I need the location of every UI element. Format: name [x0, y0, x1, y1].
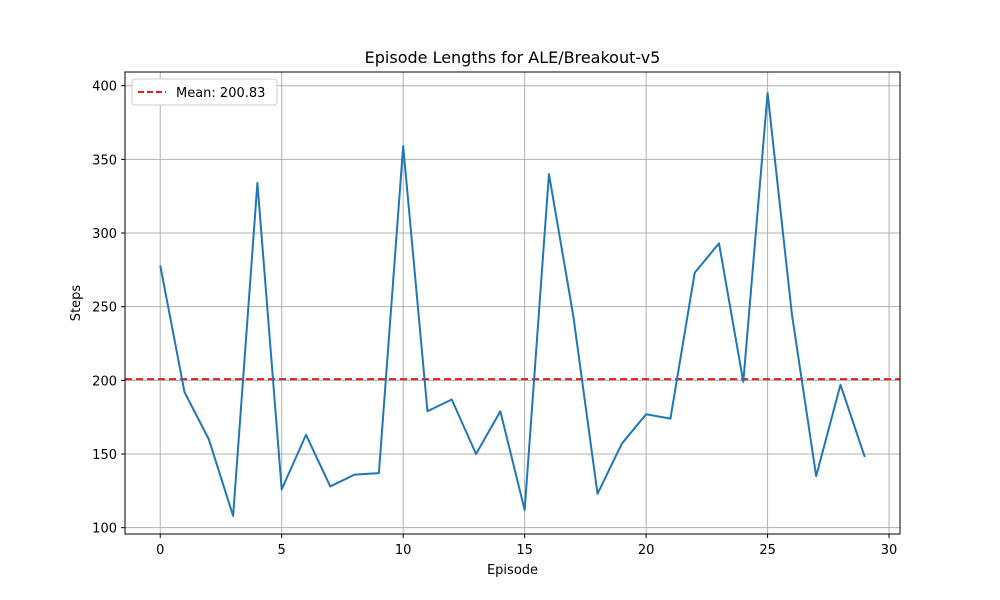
y-tick-label: 400: [92, 80, 117, 95]
x-tick-label: 15: [516, 543, 533, 558]
y-tick-label: 300: [92, 227, 117, 242]
y-tick-label: 200: [92, 374, 117, 389]
x-tick-label: 25: [759, 543, 776, 558]
y-axis-label: Steps: [69, 285, 84, 322]
x-tick-label: 5: [278, 543, 286, 558]
legend-box: [131, 78, 278, 106]
x-axis-label: Episode: [487, 563, 538, 578]
legend-label-mean: Mean: 200.83: [176, 86, 265, 101]
y-axis-ticks: 100 150 200 250 300 350 400: [92, 80, 125, 537]
x-axis-ticks: 0 5 10 15 20 25 30: [156, 534, 897, 558]
legend: Mean: 200.83: [131, 78, 278, 106]
x-tick-label: 10: [395, 543, 412, 558]
series-line-episode-steps: [159, 92, 866, 517]
x-tick-label: 0: [156, 543, 164, 558]
plot-frame: [124, 71, 901, 535]
y-tick-label: 100: [92, 522, 117, 537]
series-layer: [159, 92, 866, 517]
y-tick-label: 150: [92, 448, 117, 463]
y-tick-label: 250: [92, 301, 117, 316]
y-tick-label: 350: [92, 153, 117, 168]
x-tick-label: 20: [638, 543, 655, 558]
x-tick-label: 30: [881, 543, 898, 558]
chart-title: Episode Lengths for ALE/Breakout-v5: [365, 48, 661, 67]
